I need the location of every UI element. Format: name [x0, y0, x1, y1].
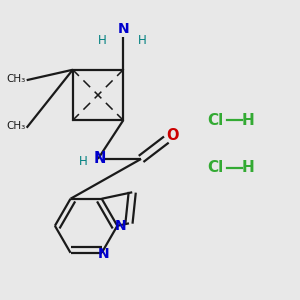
- Text: N: N: [93, 152, 106, 166]
- Text: CH₃: CH₃: [6, 74, 25, 84]
- Text: H: H: [79, 155, 88, 168]
- Text: O: O: [166, 128, 178, 142]
- Text: Cl: Cl: [207, 113, 224, 128]
- Text: N: N: [115, 219, 127, 233]
- Text: H: H: [242, 160, 254, 175]
- Text: Cl: Cl: [207, 160, 224, 175]
- Text: H: H: [98, 34, 107, 46]
- Text: CH₃: CH₃: [6, 121, 25, 131]
- Text: H: H: [138, 34, 147, 46]
- Text: N: N: [98, 247, 109, 261]
- Text: H: H: [242, 113, 254, 128]
- Text: N: N: [117, 22, 129, 36]
